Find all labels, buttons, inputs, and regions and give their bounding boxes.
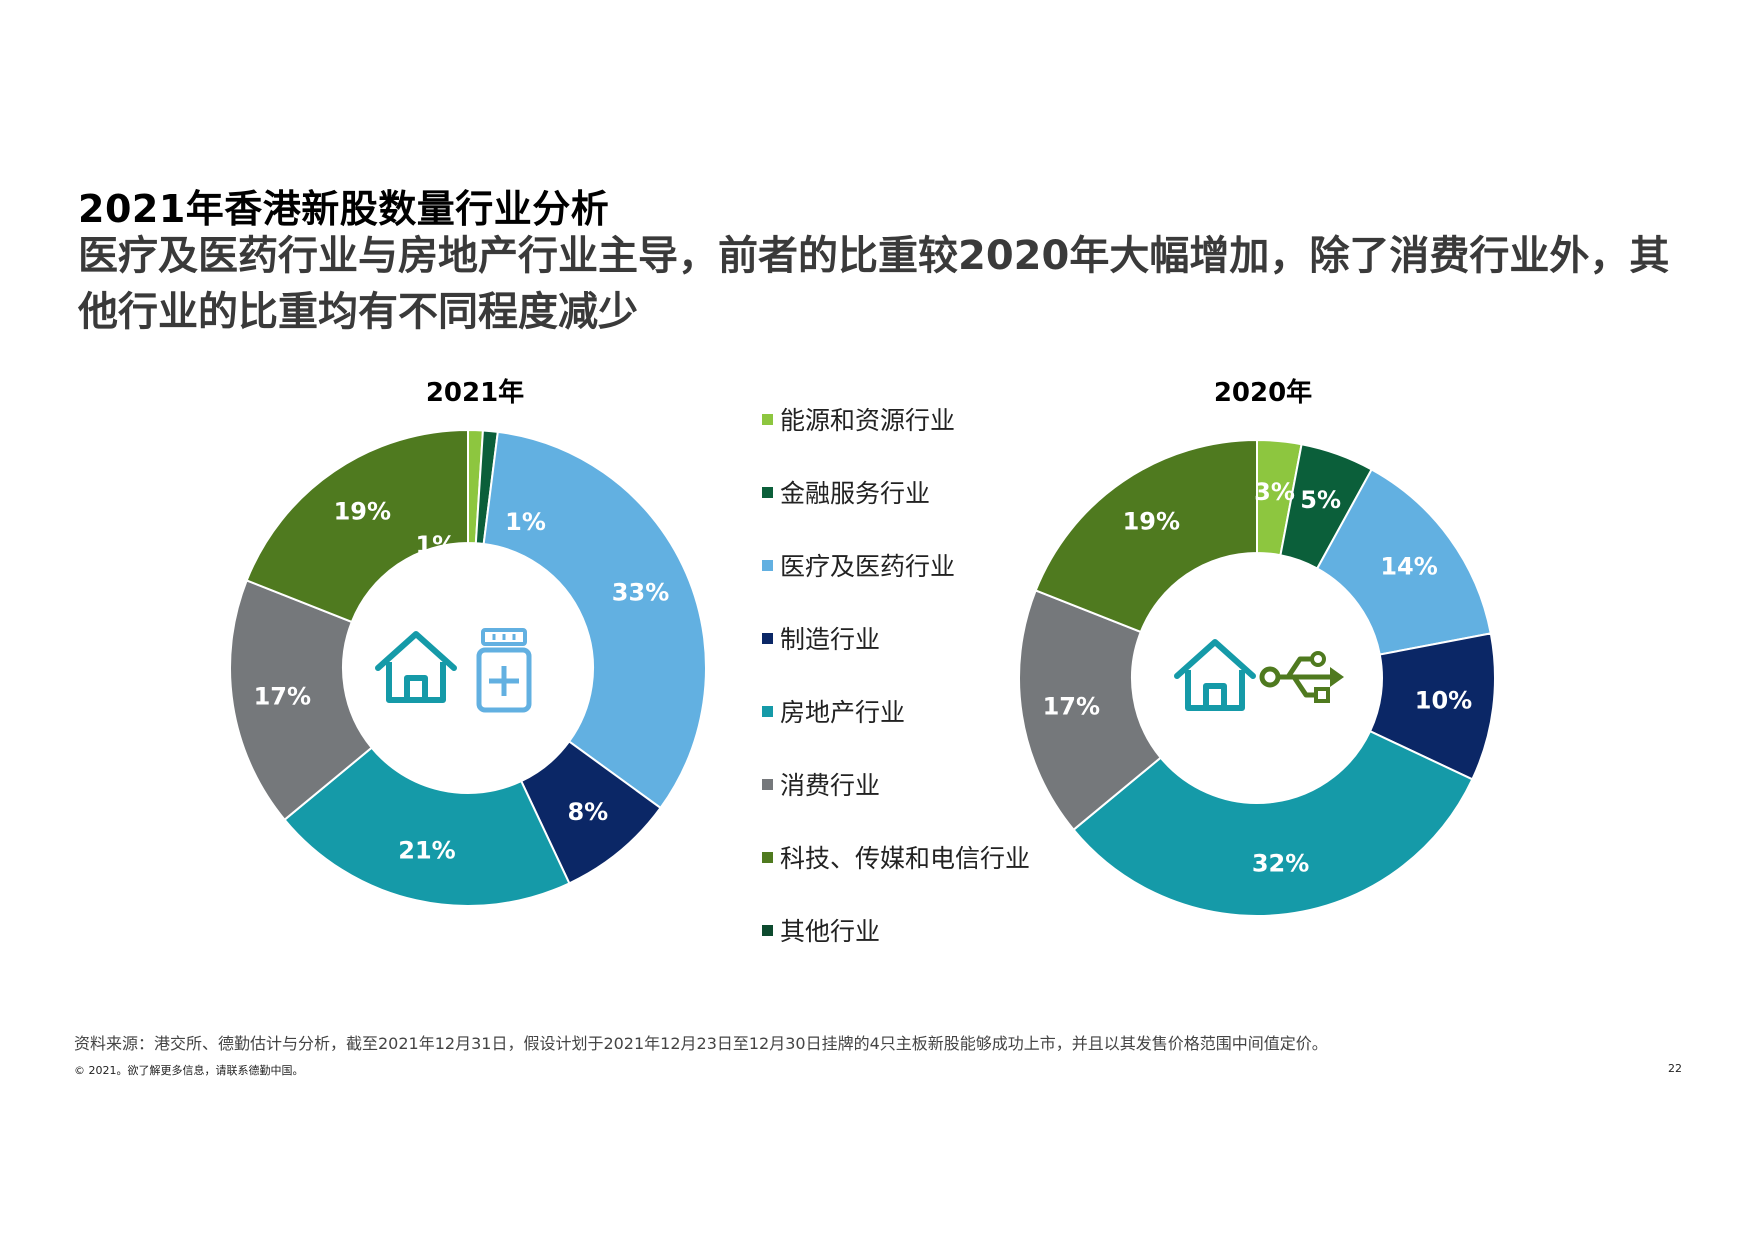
- legend-label: 科技、传媒和电信行业: [780, 844, 1031, 873]
- legend-swatch: [762, 924, 773, 936]
- legend-label: 房地产行业: [780, 698, 906, 727]
- legend-item: 消费行业: [762, 767, 880, 801]
- data-label: 1%: [505, 508, 546, 536]
- donut-slice: [1315, 468, 1492, 656]
- page-subtitle: 医疗及医药行业与房地产行业主导，前者的比重较2020年大幅增加，除了消费行业外，…: [78, 233, 1670, 335]
- legend-label: 医疗及医药行业: [780, 552, 956, 581]
- donut-slice: [245, 428, 469, 624]
- legend-swatch: [762, 705, 773, 717]
- data-label: 17%: [254, 682, 311, 710]
- legend-label: 消费行业: [780, 771, 881, 800]
- copyright-note: © 2021。欲了解更多信息，请联系德勤中国。: [74, 1064, 304, 1077]
- data-label: 17%: [1043, 692, 1100, 720]
- data-label: 33%: [612, 578, 669, 606]
- data-label: 19%: [334, 498, 391, 526]
- donut-slice: [283, 746, 571, 907]
- legend-swatch: [762, 851, 773, 863]
- house-icon: [1174, 639, 1256, 711]
- donut-hole: [344, 544, 592, 792]
- legend-item: 其他行业: [762, 913, 880, 947]
- donut-slice: [482, 430, 707, 810]
- legend-label: 能源和资源行业: [780, 406, 956, 435]
- data-label: 5%: [1300, 486, 1341, 514]
- data-label: 19%: [1123, 508, 1180, 536]
- data-label: 32%: [1252, 850, 1309, 878]
- donut-slices: [1018, 438, 1496, 917]
- donut-labels: 1% 1% 33% 8% 21% 17% 19%: [254, 498, 670, 865]
- legend-item: 房地产行业: [762, 694, 905, 728]
- usb-icon: [1259, 651, 1344, 703]
- donut-slice: [229, 579, 374, 822]
- page-number: 22: [1668, 1062, 1682, 1075]
- legend-item: 能源和资源行业: [762, 402, 955, 436]
- data-label: 10%: [1415, 687, 1472, 715]
- center-icons: [1174, 639, 1344, 711]
- donut-slices: [229, 428, 707, 907]
- chart-2021-title: 2021年: [425, 378, 525, 408]
- legend-item: 制造行业: [762, 621, 880, 655]
- legend-label: 金融服务行业: [780, 479, 931, 508]
- data-label: 1%: [415, 531, 456, 559]
- legend-item: 金融服务行业: [762, 475, 930, 509]
- legend-swatch: [762, 632, 773, 644]
- legend-item: 科技、传媒和电信行业: [762, 840, 1030, 874]
- data-label: 14%: [1380, 552, 1437, 580]
- donut-slice: [1072, 729, 1474, 917]
- legend-swatch: [762, 413, 773, 425]
- data-label: 8%: [567, 798, 608, 826]
- legend-label: 制造行业: [780, 625, 881, 654]
- house-icon: [375, 631, 457, 703]
- source-note: 资料来源：港交所、德勤估计与分析，截至2021年12月31日，假设计划于2021…: [74, 1034, 1328, 1053]
- medicine-bottle-icon: [476, 628, 532, 713]
- legend-item: 医疗及医药行业: [762, 548, 955, 582]
- donut-chart-2021: 1% 1% 33% 8% 21% 17% 19%: [229, 428, 707, 907]
- legend-label: 其他行业: [780, 917, 881, 946]
- donut-hole: [1133, 554, 1381, 802]
- legend-swatch: [762, 559, 773, 571]
- legend-swatch: [762, 486, 773, 498]
- chart-2020-title: 2020年: [1213, 378, 1313, 408]
- donut-labels: 3% 5% 14% 10% 32% 17% 19%: [1043, 478, 1473, 878]
- donut-slice: [1034, 438, 1258, 634]
- data-label: 21%: [398, 836, 455, 864]
- legend-swatch: [762, 778, 773, 790]
- center-icons: [375, 628, 532, 713]
- donut-slice: [1018, 589, 1163, 832]
- data-label: 3%: [1254, 478, 1295, 506]
- donut-chart-2020: 3% 5% 14% 10% 32% 17% 19%: [1018, 438, 1496, 917]
- page-title: 2021年香港新股数量行业分析: [78, 187, 610, 231]
